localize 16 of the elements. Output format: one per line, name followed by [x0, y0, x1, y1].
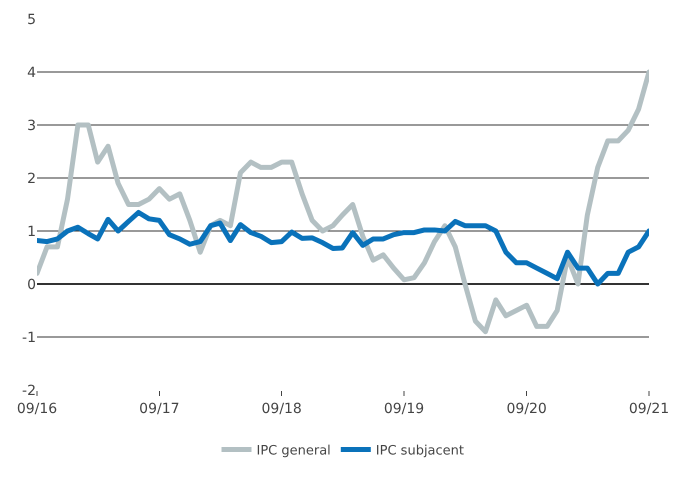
x-tick-label: 09/17 [139, 400, 180, 417]
y-tick-label: -1 [22, 330, 36, 346]
x-tick-label: 09/19 [384, 400, 424, 417]
y-tick-label: 2 [27, 170, 36, 187]
legend-label: IPC general [256, 444, 331, 459]
y-tick-label: -2 [22, 382, 36, 399]
y-tick-label: 5 [27, 12, 36, 28]
y-tick-label: 3 [27, 118, 36, 134]
x-tick-label: 09/21 [628, 400, 670, 417]
y-tick-label: 4 [27, 64, 36, 81]
y-tick-label: 0 [27, 276, 36, 293]
x-tick-label: 09/18 [261, 400, 302, 417]
y-tick-label: 1 [27, 224, 36, 240]
legend-label: IPC subjacent [376, 444, 464, 459]
x-tick-label: 09/16 [16, 400, 58, 417]
x-tick-label: 09/20 [506, 400, 547, 417]
